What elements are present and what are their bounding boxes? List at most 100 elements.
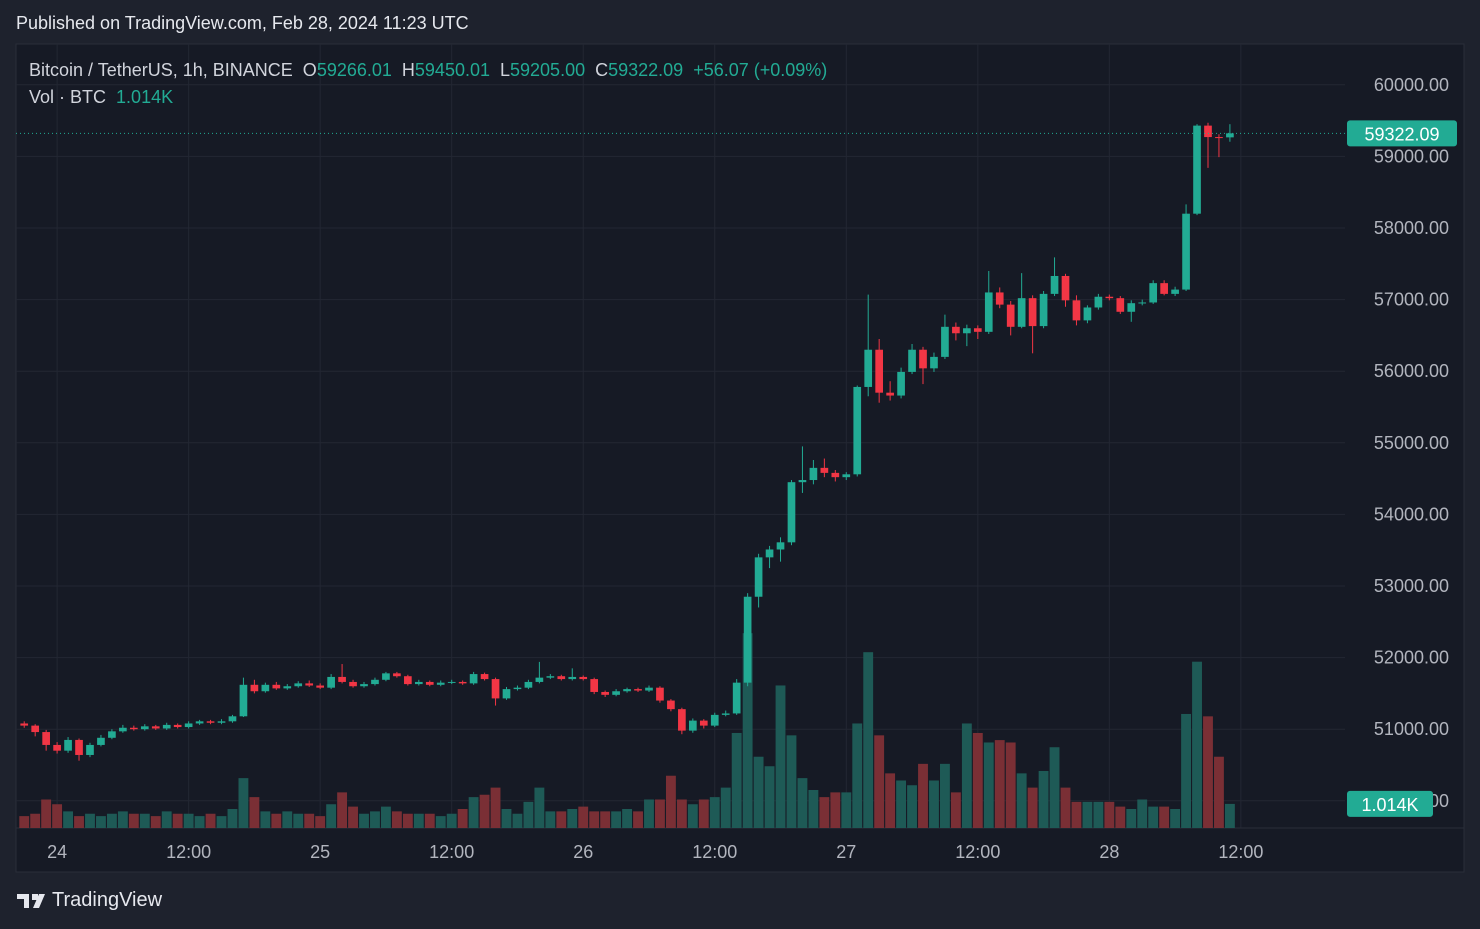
candle-body [919,349,927,369]
volume-bar [380,806,391,828]
volume-bar [556,811,567,828]
x-tick-label: 12:00 [1218,842,1263,862]
x-tick-label: 12:00 [692,842,737,862]
low-label: L [500,60,511,80]
volume-bar [567,808,578,828]
price-badge-label: 59322.09 [1364,124,1439,144]
candle-body [360,684,368,687]
candle-body [393,673,401,677]
volume-bar [271,813,282,828]
volume-bar [1027,787,1038,828]
volume-bar [709,797,720,828]
candle-body [721,713,730,715]
candle-body [1105,296,1114,299]
published-note: Published on TradingView.com, Feb 28, 20… [16,13,469,33]
candle-body [513,687,522,690]
volume-bar [315,816,326,828]
x-tick-label: 12:00 [429,842,474,862]
candle-body [535,677,544,682]
candle-body [75,739,83,755]
candle-body [239,684,248,717]
volume-bar [622,808,632,828]
y-tick-label: 57000.00 [1374,290,1449,310]
x-tick-label: 28 [1099,842,1119,862]
candle-body [590,679,599,692]
open-label: O [302,60,317,80]
candle-body [963,328,971,334]
volume-bar [63,811,73,828]
candle-body [327,676,335,688]
volume-bar [194,816,205,828]
volume-bar [939,763,950,828]
x-tick-label: 27 [836,842,856,862]
volume-bar [830,792,841,828]
candle-body [162,724,171,729]
volume-bar [293,813,304,828]
candle-body [261,684,270,692]
volume-bar [589,811,600,828]
y-tick-label: 55000.00 [1374,433,1449,453]
candle-body [973,328,982,332]
candle-body [842,474,851,478]
volume-bar [1104,801,1115,828]
candle-body [425,681,434,685]
candle-body [656,687,664,701]
candle-body [140,726,149,730]
low-value: 59205.00 [510,60,586,80]
candle-body [404,676,412,685]
candle-body [414,681,423,685]
volume-bar [600,811,611,828]
volume-bar [720,787,731,828]
volume-bar [402,813,413,828]
volume-badge-label: 1.014K [1361,795,1418,815]
candle-body [645,687,653,691]
y-tick-label: 56000.00 [1374,361,1449,381]
candle-body [995,292,1004,305]
candle-body [612,691,620,695]
candle-body [64,739,72,751]
volume-bar [30,813,41,828]
candle-body [206,721,215,723]
volume-bar [128,813,139,828]
candle-body [272,684,281,689]
candle-body [623,689,631,692]
volume-bar [161,811,172,828]
volume-bar [545,811,556,828]
candle-body [195,721,204,724]
volume-bar [698,799,709,828]
volume-bar [929,780,939,828]
volume-bar [117,811,128,828]
volume-bar [852,723,863,828]
volume-bar [797,778,808,828]
candle-body [809,467,818,481]
candle-body [897,371,905,396]
candle-body [283,686,292,689]
volume-bar [534,787,545,828]
ohlc-row: Bitcoin / TetherUS, 1h, BINANCE O59266.0… [29,57,827,84]
candle-body [1215,137,1223,139]
x-tick-label: 12:00 [955,842,1000,862]
volume-bar [1170,808,1181,828]
candle-body [678,709,686,731]
candle-body [108,731,116,738]
candle-body [579,676,588,680]
volume-bar [337,792,348,828]
candle-body [294,683,303,687]
candle-body [1072,300,1081,321]
volume-bar [282,811,293,828]
candle-body [250,684,259,692]
candle-body [97,737,105,745]
candle-body [1050,275,1059,294]
volume-bar [1214,756,1224,828]
candle-body [349,681,357,687]
brand: TradingView [52,889,163,911]
volume-bar [1224,803,1235,828]
ohlc-legend: Bitcoin / TetherUS, 1h, BINANCE O59266.0… [29,57,827,111]
volume-bar [819,797,830,828]
volume-bar [512,813,523,828]
candle-body [1083,307,1092,321]
close-value: 59322.09 [608,60,684,80]
candle-body [908,349,916,372]
candle-body [798,480,807,483]
candle-body [119,727,127,732]
